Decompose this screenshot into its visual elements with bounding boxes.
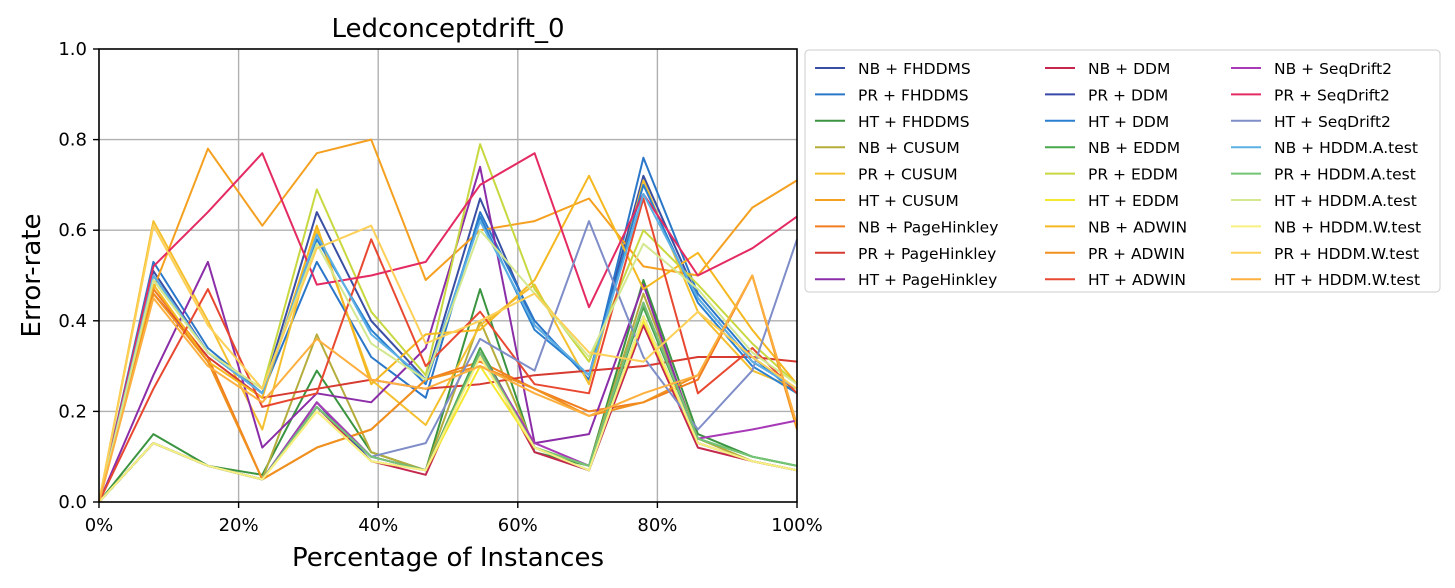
legend-label: HT + EDDM: [1088, 192, 1179, 210]
legend-label: NB + SeqDrift2: [1274, 60, 1392, 78]
legend-label: PR + DDM: [1088, 86, 1168, 104]
series-line: [98, 274, 798, 503]
series-line: [98, 306, 798, 503]
legend-label: NB + CUSUM: [858, 139, 960, 157]
series-line: [98, 197, 798, 503]
legend-box: [804, 49, 1441, 293]
legend-label: PR + FHDDMS: [858, 86, 969, 104]
legend-label: PR + PageHinkley: [858, 245, 996, 263]
legend-label: PR + HDDM.A.test: [1274, 166, 1416, 184]
legend-label: PR + CUSUM: [858, 166, 958, 184]
legend-label: PR + SeqDrift2: [1274, 86, 1390, 104]
legend-label: NB + FHDDMS: [858, 60, 971, 78]
legend-label: HT + PageHinkley: [858, 271, 997, 289]
y-tick-label: 0.2: [58, 401, 87, 422]
y-tick-label: 0.6: [58, 220, 87, 241]
legend-label: HT + FHDDMS: [858, 113, 970, 131]
series-line: [98, 315, 798, 503]
plot-frame: [98, 48, 798, 503]
chart-title: Ledconceptdrift_0: [331, 14, 564, 44]
series-line: [98, 174, 798, 503]
legend-label: HT + DDM: [1088, 113, 1169, 131]
legend-label: HT + ADWIN: [1088, 271, 1186, 289]
legend-label: NB + DDM: [1088, 60, 1170, 78]
series-line: [98, 274, 798, 503]
y-tick-label: 0.8: [58, 130, 87, 151]
series-line: [98, 224, 798, 503]
legend-label: PR + EDDM: [1088, 166, 1178, 184]
legend-label: NB + HDDM.W.test: [1274, 218, 1421, 236]
legend-label: NB + PageHinkley: [858, 218, 998, 236]
series-line: [98, 156, 798, 503]
series-line: [98, 152, 798, 503]
y-tick-label: 0.4: [58, 311, 87, 332]
x-tick-label: 20%: [219, 515, 259, 536]
x-tick-label: 0%: [85, 515, 114, 536]
series-line: [98, 274, 798, 503]
x-tick-label: 80%: [637, 515, 677, 536]
legend-label: HT + CUSUM: [858, 192, 959, 210]
x-tick-label: 60%: [498, 515, 538, 536]
legend-label: NB + ADWIN: [1088, 218, 1187, 236]
series-line: [98, 179, 798, 503]
legend-label: HT + HDDM.W.test: [1274, 271, 1420, 289]
legend: NB + FHDDMS PR + FHDDMS HT + FHDDMS NB + CU…: [804, 49, 1441, 293]
x-tick-label: 40%: [358, 515, 398, 536]
x-tick-label: 100%: [771, 515, 822, 536]
legend-label: NB + HDDM.A.test: [1274, 139, 1418, 157]
y-tick-label: 0.0: [58, 492, 87, 513]
series-line: [98, 174, 798, 503]
series-line: [98, 229, 798, 503]
series-lines: [98, 138, 798, 503]
x-axis-label: Percentage of Instances: [292, 543, 604, 573]
y-axis-label: Error-rate: [17, 214, 47, 338]
legend-label: HT + SeqDrift2: [1274, 113, 1391, 131]
axis-ticks: 0% 20% 40% 60% 80% 100% 0.0 0.2 0.4 0.6 0.8 1.0: [58, 39, 822, 536]
legend-label: HT + HDDM.A.test: [1274, 192, 1417, 210]
legend-label: NB + EDDM: [1088, 139, 1180, 157]
legend-label: PR + HDDM.W.test: [1274, 245, 1419, 263]
y-tick-label: 1.0: [58, 39, 87, 60]
legend-label: PR + ADWIN: [1088, 245, 1185, 263]
